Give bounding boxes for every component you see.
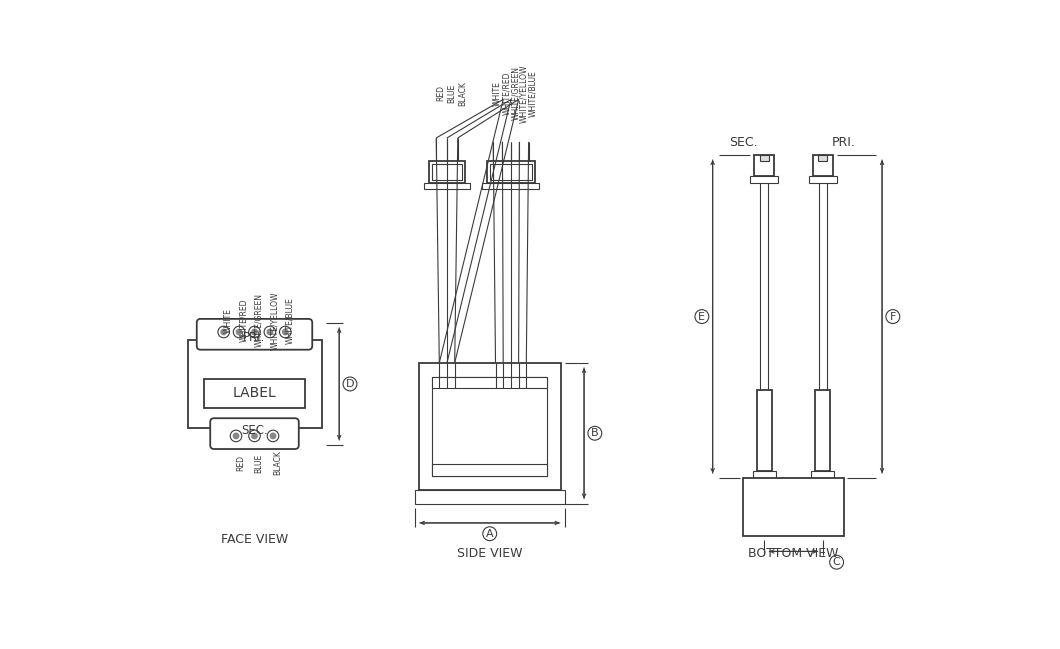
Text: A: A <box>485 529 494 539</box>
Circle shape <box>233 434 238 439</box>
Text: F: F <box>889 312 896 322</box>
Bar <box>818 155 828 161</box>
Text: RED: RED <box>236 455 245 471</box>
Text: WHITE/YELLOW: WHITE/YELLOW <box>519 64 528 123</box>
Text: RED: RED <box>437 85 445 101</box>
Bar <box>188 339 322 428</box>
Bar <box>432 376 547 476</box>
Text: SEC.: SEC. <box>241 424 268 437</box>
Text: PRI.: PRI. <box>244 330 266 343</box>
Circle shape <box>267 329 272 335</box>
Bar <box>414 490 565 504</box>
Bar <box>205 378 304 408</box>
Text: FACE VIEW: FACE VIEW <box>220 533 288 546</box>
Bar <box>482 182 540 189</box>
Text: PRI.: PRI. <box>832 136 855 149</box>
Text: SEC.: SEC. <box>729 136 758 149</box>
Text: WHITE/RED: WHITE/RED <box>502 71 511 115</box>
Bar <box>432 376 547 388</box>
Text: WHITE/BLUE: WHITE/BLUE <box>285 297 295 344</box>
Bar <box>811 471 834 478</box>
Bar <box>750 177 778 182</box>
Circle shape <box>270 434 276 439</box>
Circle shape <box>283 329 288 335</box>
Bar <box>487 161 535 182</box>
Bar <box>424 182 470 189</box>
Circle shape <box>236 329 242 335</box>
Text: WHITE/RED: WHITE/RED <box>240 299 248 342</box>
Bar <box>428 161 465 182</box>
Text: WHITE/GREEN: WHITE/GREEN <box>254 293 264 347</box>
Bar <box>743 478 844 536</box>
Text: D: D <box>346 379 354 389</box>
Bar <box>815 390 830 471</box>
Text: WHITE/GREEN: WHITE/GREEN <box>511 66 519 120</box>
Bar <box>753 471 776 478</box>
Circle shape <box>252 434 258 439</box>
Text: BOTTOM VIEW: BOTTOM VIEW <box>748 547 838 560</box>
Bar <box>809 177 836 182</box>
Bar <box>813 155 833 177</box>
Text: WHITE: WHITE <box>224 308 233 333</box>
Text: E: E <box>699 312 705 322</box>
Text: BLUE: BLUE <box>447 84 456 103</box>
Text: B: B <box>591 428 599 438</box>
Text: SIDE VIEW: SIDE VIEW <box>457 547 523 560</box>
Text: WHITE: WHITE <box>493 81 502 106</box>
FancyBboxPatch shape <box>197 319 313 350</box>
FancyBboxPatch shape <box>210 418 299 449</box>
Bar <box>760 155 768 161</box>
Text: WHITE/YELLOW: WHITE/YELLOW <box>270 291 279 350</box>
Circle shape <box>220 329 227 335</box>
Text: LABEL: LABEL <box>232 386 277 400</box>
Bar <box>431 164 462 180</box>
Text: WHITE/BLUE: WHITE/BLUE <box>529 70 537 117</box>
Text: BLUE: BLUE <box>254 453 264 472</box>
Bar <box>419 363 561 490</box>
Bar <box>757 390 772 471</box>
Circle shape <box>252 329 258 335</box>
Text: BLACK: BLACK <box>273 450 282 475</box>
Bar <box>490 164 532 180</box>
Bar <box>432 465 547 476</box>
Text: BLACK: BLACK <box>458 81 466 106</box>
Text: C: C <box>833 557 841 567</box>
Bar <box>755 155 774 177</box>
